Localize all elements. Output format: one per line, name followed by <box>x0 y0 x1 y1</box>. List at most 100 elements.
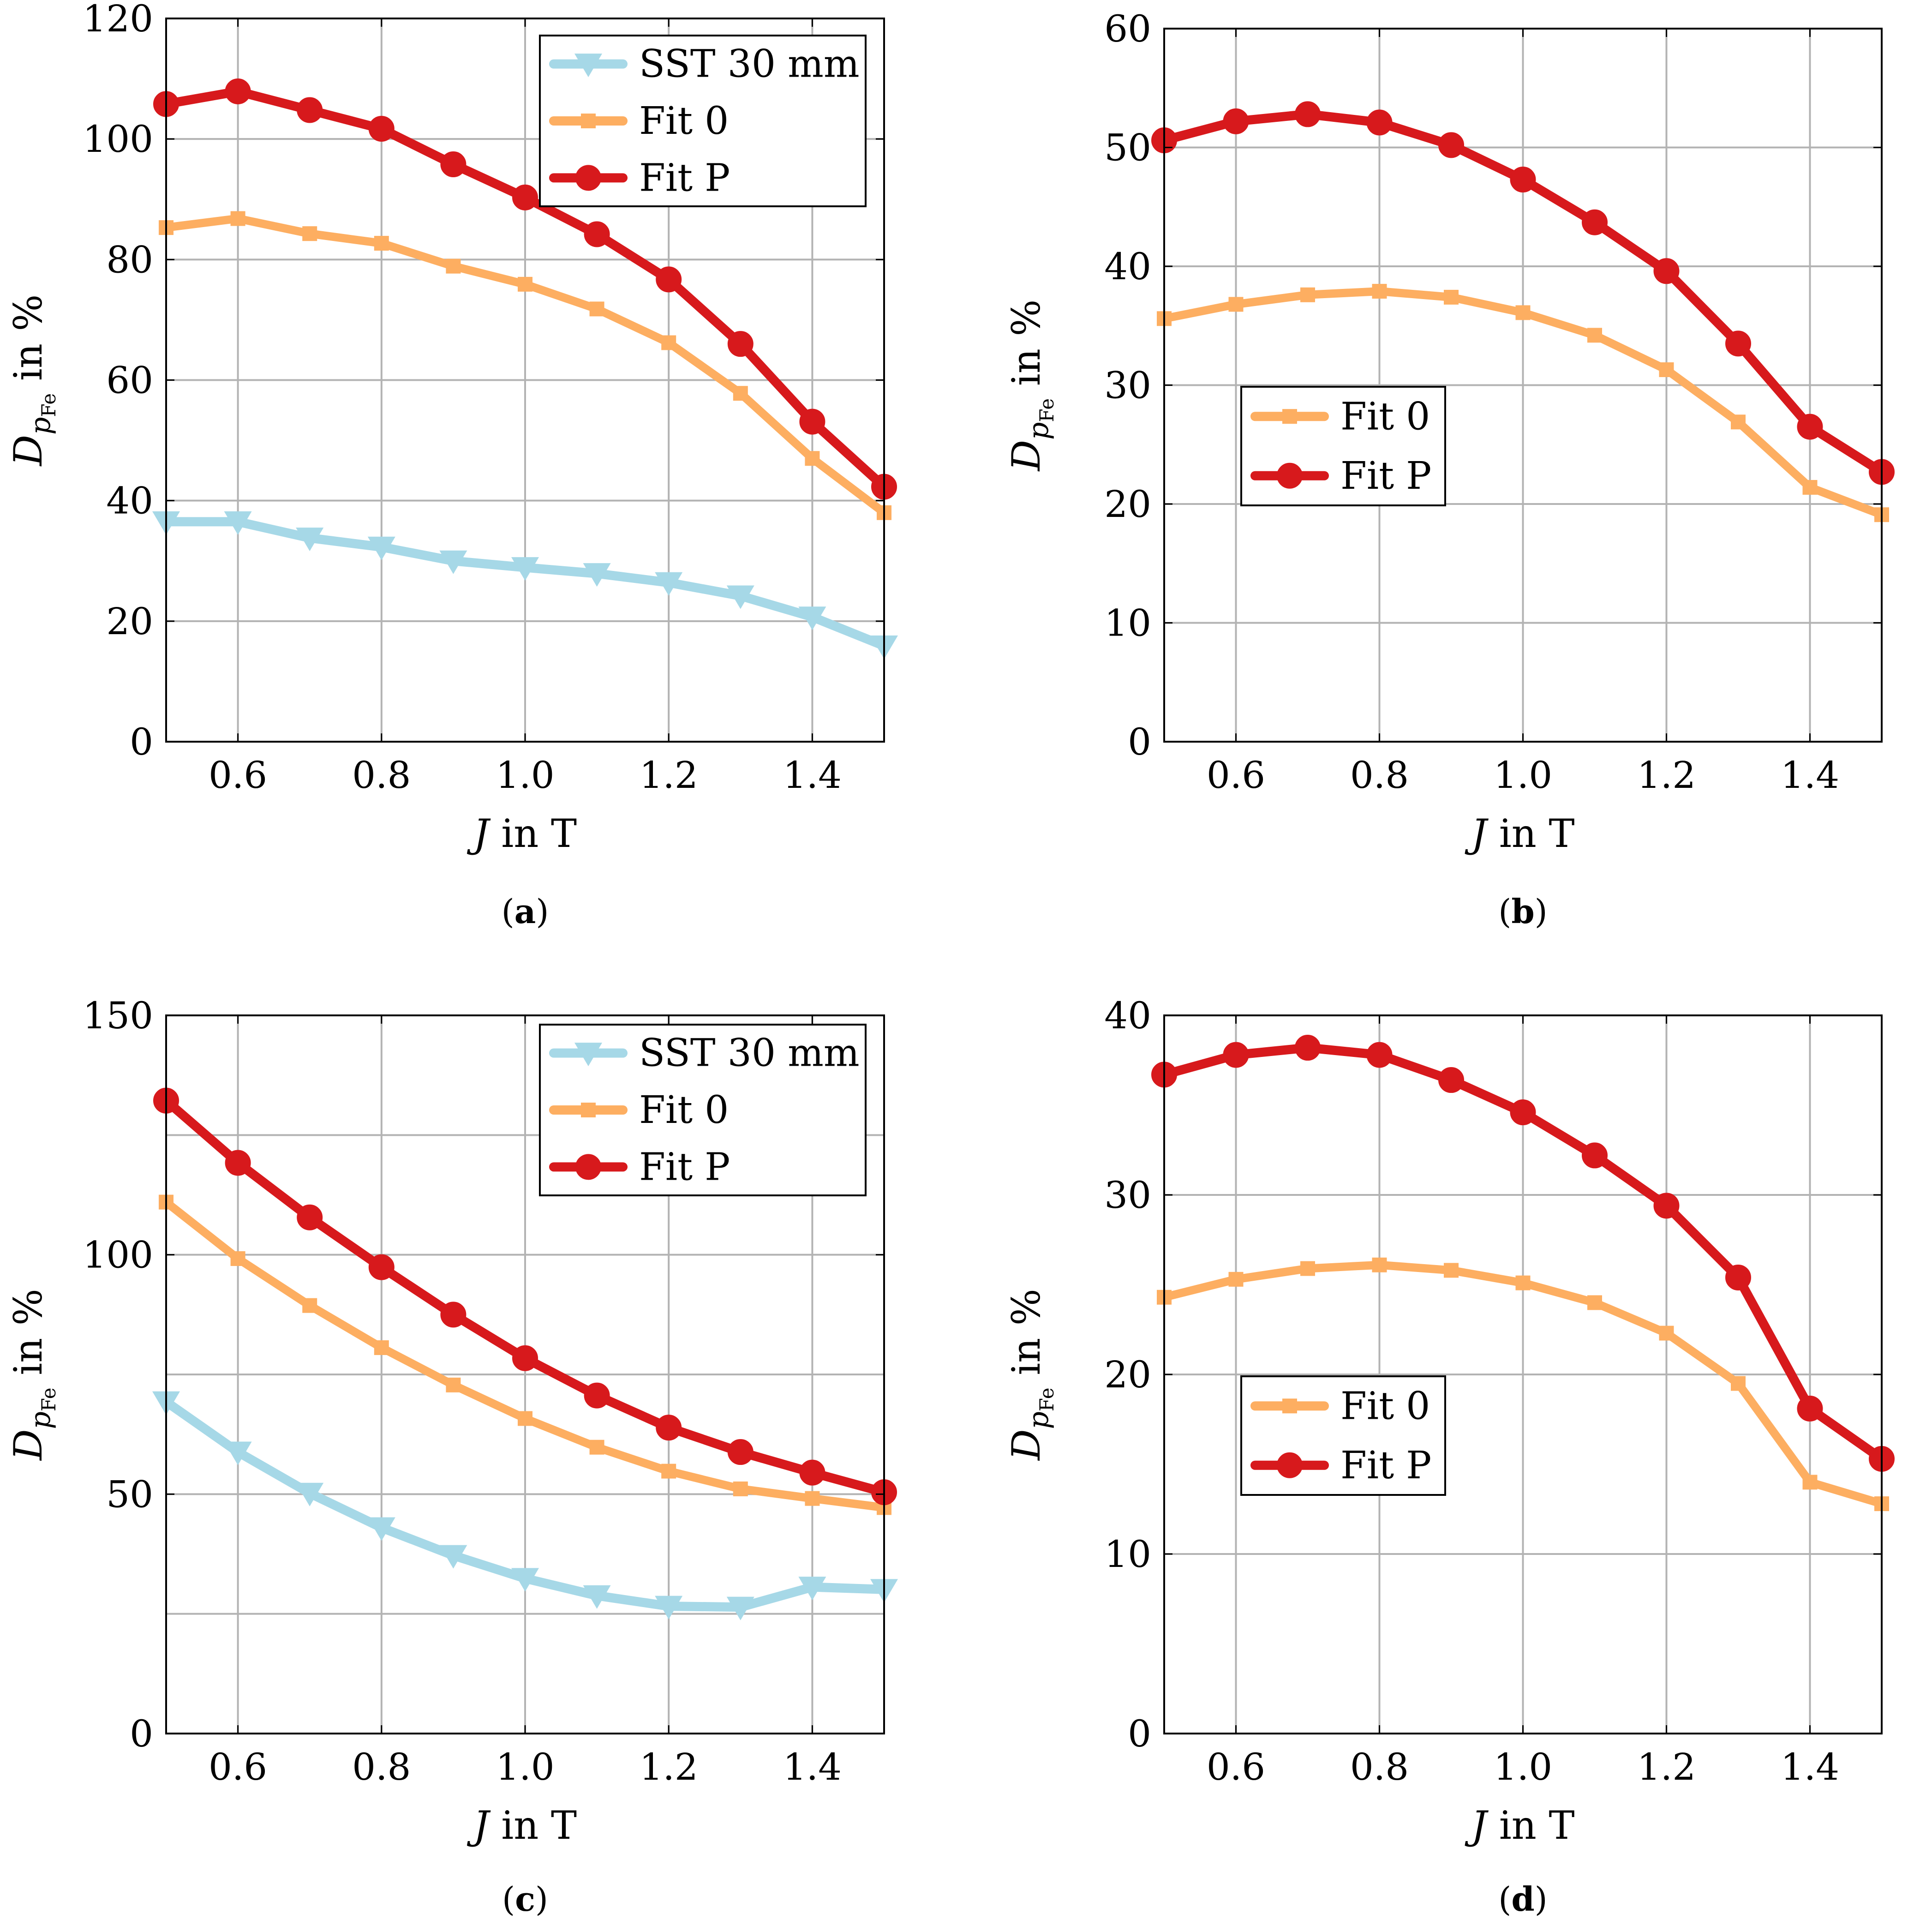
legend-label: Fit 0 <box>639 99 729 143</box>
legend-swatch-marker <box>574 1043 602 1067</box>
x-tick-label: 1.0 <box>1494 754 1552 797</box>
data-point <box>1587 1295 1602 1310</box>
data-point <box>297 97 323 123</box>
data-point <box>655 572 683 596</box>
y-tick-label: 40 <box>106 480 153 522</box>
data-point <box>446 1377 461 1392</box>
x-tick-label: 1.4 <box>1781 754 1839 797</box>
legend-box <box>1240 1375 1446 1496</box>
legend-label: Fit P <box>639 156 730 200</box>
data-point <box>733 386 748 401</box>
y-axis-label: DpFe in % <box>1004 300 1058 472</box>
data-point <box>368 115 395 142</box>
data-point <box>1515 305 1531 320</box>
x-tick-label: 0.8 <box>352 1746 411 1788</box>
data-point <box>439 550 467 574</box>
data-point <box>296 1482 324 1506</box>
x-tick-label: 0.6 <box>1207 754 1265 797</box>
data-point <box>1438 1067 1464 1093</box>
y-tick-label: 10 <box>1104 1533 1151 1576</box>
panel-caption: (b) <box>1498 892 1548 931</box>
legend-label: Fit 0 <box>1340 1384 1430 1428</box>
data-point <box>655 1596 683 1620</box>
legend-swatch-marker <box>1282 1398 1297 1414</box>
data-point <box>512 1345 538 1371</box>
data-point <box>733 1481 748 1496</box>
data-point <box>440 151 467 178</box>
x-tick-label: 1.0 <box>496 754 554 797</box>
x-axis-label: J in T <box>467 1803 577 1848</box>
data-point <box>726 585 754 609</box>
data-point <box>805 451 820 466</box>
data-point <box>799 408 825 435</box>
data-point <box>1366 1042 1393 1068</box>
y-tick-label: 100 <box>83 118 153 161</box>
legend-label: SST 30 mm <box>639 42 860 86</box>
legend-swatch-marker <box>581 1103 596 1117</box>
legend: Fit 0 Fit P <box>1240 386 1446 506</box>
data-point <box>296 528 324 552</box>
data-point <box>439 1545 467 1569</box>
data-point <box>1438 132 1464 158</box>
data-point <box>230 211 245 226</box>
y-tick-label: 0 <box>130 1712 153 1755</box>
data-point <box>225 78 251 105</box>
legend-swatch-marker <box>575 1154 601 1180</box>
data-point <box>589 301 604 317</box>
x-tick-label: 1.2 <box>1637 754 1696 797</box>
data-point <box>1228 1272 1244 1287</box>
x-tick-label: 1.0 <box>1494 1746 1552 1788</box>
data-point <box>1731 1376 1746 1391</box>
data-point <box>1659 362 1674 378</box>
data-point <box>1372 284 1387 299</box>
data-point <box>583 1585 611 1609</box>
data-point <box>656 266 682 293</box>
y-tick-label: 100 <box>83 1234 153 1277</box>
y-tick-label: 20 <box>106 600 153 643</box>
data-point <box>1228 297 1244 312</box>
data-point <box>727 1439 754 1465</box>
x-axis-label: J in T <box>1464 811 1574 856</box>
data-point <box>584 221 610 247</box>
data-point <box>1659 1326 1674 1341</box>
data-point <box>1366 109 1393 136</box>
y-tick-label: 60 <box>1104 7 1151 50</box>
y-tick-label: 0 <box>1128 720 1151 763</box>
data-point <box>367 1517 395 1541</box>
y-tick-label: 50 <box>106 1473 153 1516</box>
data-point <box>1510 1099 1536 1126</box>
chart-panel-a: 0.6 0.8 1.0 1.2 1.4 0 20 40 60 80 100 120 J in T DpFe… <box>6 0 898 931</box>
x-tick-label: 1.2 <box>1637 1746 1696 1788</box>
data-point <box>446 258 461 274</box>
x-tick-label: 0.6 <box>209 1746 267 1788</box>
data-point <box>367 536 395 560</box>
y-tick-label: 20 <box>1104 483 1151 526</box>
data-point <box>374 236 389 251</box>
legend-swatch-marker <box>581 114 596 128</box>
data-point <box>511 1568 539 1592</box>
data-point <box>1300 1261 1315 1276</box>
data-point <box>1444 289 1459 305</box>
data-point <box>727 331 754 357</box>
legend-swatch-marker <box>574 54 602 78</box>
series-group <box>1151 1035 1895 1512</box>
legend-swatch-marker <box>1277 462 1303 489</box>
x-tick-label: 1.4 <box>1781 1746 1839 1788</box>
legend-box <box>1240 386 1446 506</box>
data-point <box>302 226 317 241</box>
data-point <box>225 1150 251 1176</box>
y-axis-label: DpFe in % <box>6 294 60 467</box>
data-point <box>1653 258 1680 284</box>
y-tick-label: 40 <box>1104 994 1151 1037</box>
data-point <box>1797 1395 1823 1422</box>
y-tick-label: 50 <box>1104 126 1151 169</box>
x-tick-label: 0.8 <box>1350 1746 1409 1788</box>
data-point <box>1725 330 1751 357</box>
data-point <box>798 606 826 630</box>
data-point <box>374 1340 389 1355</box>
y-tick-label: 10 <box>1104 602 1151 645</box>
x-axis-label: J in T <box>467 811 577 856</box>
x-axis-label: J in T <box>1464 1803 1574 1848</box>
legend: Fit 0 Fit P <box>1240 1375 1446 1496</box>
y-axis-label: DpFe in % <box>6 1289 60 1461</box>
